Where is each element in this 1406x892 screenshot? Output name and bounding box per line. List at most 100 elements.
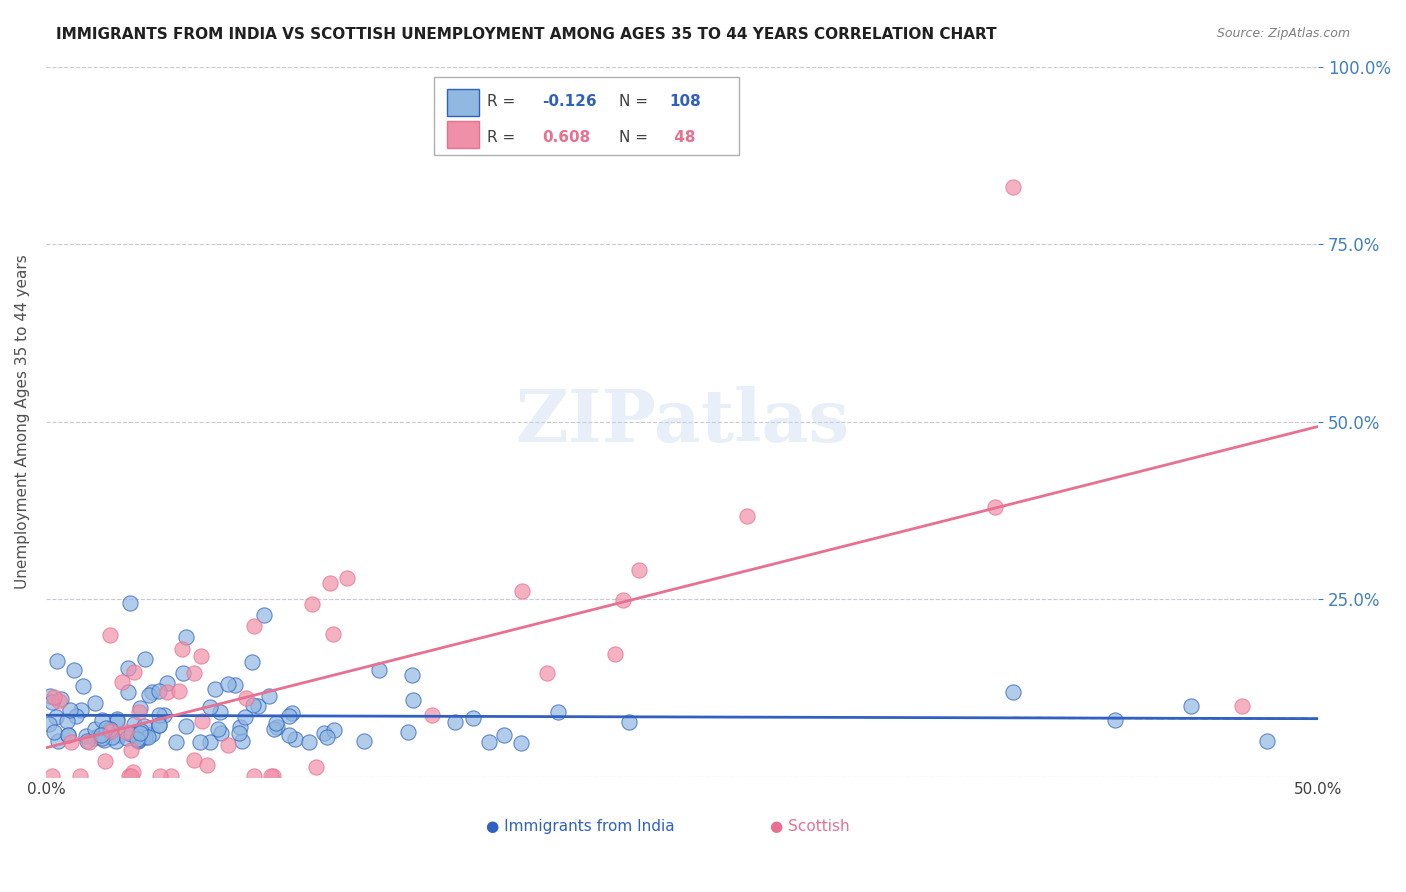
- Point: [58, 728, 80, 742]
- Point: [105, 714, 128, 728]
- Point: [188, 735, 211, 749]
- Point: [136, 730, 159, 744]
- Text: -0.126: -0.126: [543, 95, 596, 109]
- Point: [278, 709, 301, 723]
- Point: [478, 734, 501, 748]
- Point: [198, 734, 221, 748]
- Point: [76, 733, 98, 747]
- Point: [217, 739, 239, 753]
- Point: [323, 723, 346, 738]
- Point: [148, 684, 170, 698]
- Point: [59, 734, 82, 748]
- Point: [149, 769, 172, 783]
- Text: R =: R =: [488, 95, 520, 109]
- Point: [129, 724, 152, 739]
- Point: [65, 709, 87, 723]
- Point: [263, 723, 285, 737]
- Point: [118, 769, 141, 783]
- Point: [167, 683, 190, 698]
- Point: [1104, 713, 1126, 727]
- Point: [138, 688, 160, 702]
- Point: [98, 723, 121, 737]
- Point: [91, 731, 114, 745]
- Point: [127, 734, 149, 748]
- Point: [281, 706, 304, 720]
- Point: [209, 726, 232, 740]
- Point: [368, 664, 391, 678]
- Text: R =: R =: [488, 129, 520, 145]
- Point: [156, 675, 179, 690]
- Point: [183, 665, 205, 680]
- Point: [231, 733, 253, 747]
- Point: [259, 769, 281, 783]
- Point: [118, 596, 141, 610]
- Point: [259, 689, 281, 703]
- Point: [111, 674, 134, 689]
- Point: [420, 708, 443, 723]
- Text: ZIPatlas: ZIPatlas: [515, 386, 849, 458]
- Point: [38, 717, 60, 731]
- Y-axis label: Unemployment Among Ages 35 to 44 years: Unemployment Among Ages 35 to 44 years: [15, 254, 30, 589]
- Point: [114, 725, 136, 739]
- Point: [93, 733, 115, 747]
- Point: [117, 684, 139, 698]
- Point: [603, 647, 626, 661]
- Point: [172, 641, 194, 656]
- Point: [75, 729, 97, 743]
- Point: [233, 710, 256, 724]
- Point: [122, 665, 145, 679]
- Point: [83, 731, 105, 745]
- Text: N =: N =: [619, 129, 648, 145]
- Point: [284, 731, 307, 746]
- Point: [243, 769, 266, 783]
- Point: [298, 734, 321, 748]
- Point: [463, 711, 485, 725]
- Point: [984, 500, 1007, 514]
- Point: [91, 713, 114, 727]
- Point: [312, 726, 335, 740]
- Point: [402, 693, 425, 707]
- Point: [190, 714, 212, 728]
- Point: [207, 722, 229, 736]
- Point: [204, 682, 226, 697]
- Point: [253, 608, 276, 623]
- Point: [240, 655, 263, 669]
- Point: [84, 696, 107, 710]
- Point: [120, 743, 142, 757]
- Point: [278, 728, 301, 742]
- Point: [190, 648, 212, 663]
- Point: [174, 630, 197, 644]
- Point: [536, 666, 558, 681]
- Point: [56, 714, 79, 728]
- Point: [1256, 734, 1278, 748]
- Point: [56, 728, 79, 742]
- Point: [38, 689, 60, 703]
- Point: [217, 677, 239, 691]
- Point: [49, 692, 72, 706]
- Point: [132, 719, 155, 733]
- Point: [510, 584, 533, 599]
- Point: [84, 722, 107, 736]
- Point: [41, 769, 63, 783]
- Text: 0.608: 0.608: [543, 129, 591, 145]
- Point: [174, 719, 197, 733]
- Point: [141, 727, 163, 741]
- Point: [98, 627, 121, 641]
- Point: [510, 736, 533, 750]
- Point: [94, 721, 117, 735]
- Point: [1180, 698, 1202, 713]
- Point: [547, 706, 569, 720]
- Point: [156, 685, 179, 699]
- Point: [224, 678, 246, 692]
- Point: [316, 730, 339, 744]
- Point: [46, 734, 69, 748]
- Point: [122, 765, 145, 780]
- Point: [242, 698, 264, 712]
- Point: [48, 694, 70, 708]
- Text: ● Immigrants from India: ● Immigrants from India: [486, 819, 675, 834]
- Point: [70, 703, 93, 717]
- Point: [183, 753, 205, 767]
- Point: [301, 597, 323, 611]
- Point: [101, 730, 124, 744]
- Text: 48: 48: [669, 129, 696, 145]
